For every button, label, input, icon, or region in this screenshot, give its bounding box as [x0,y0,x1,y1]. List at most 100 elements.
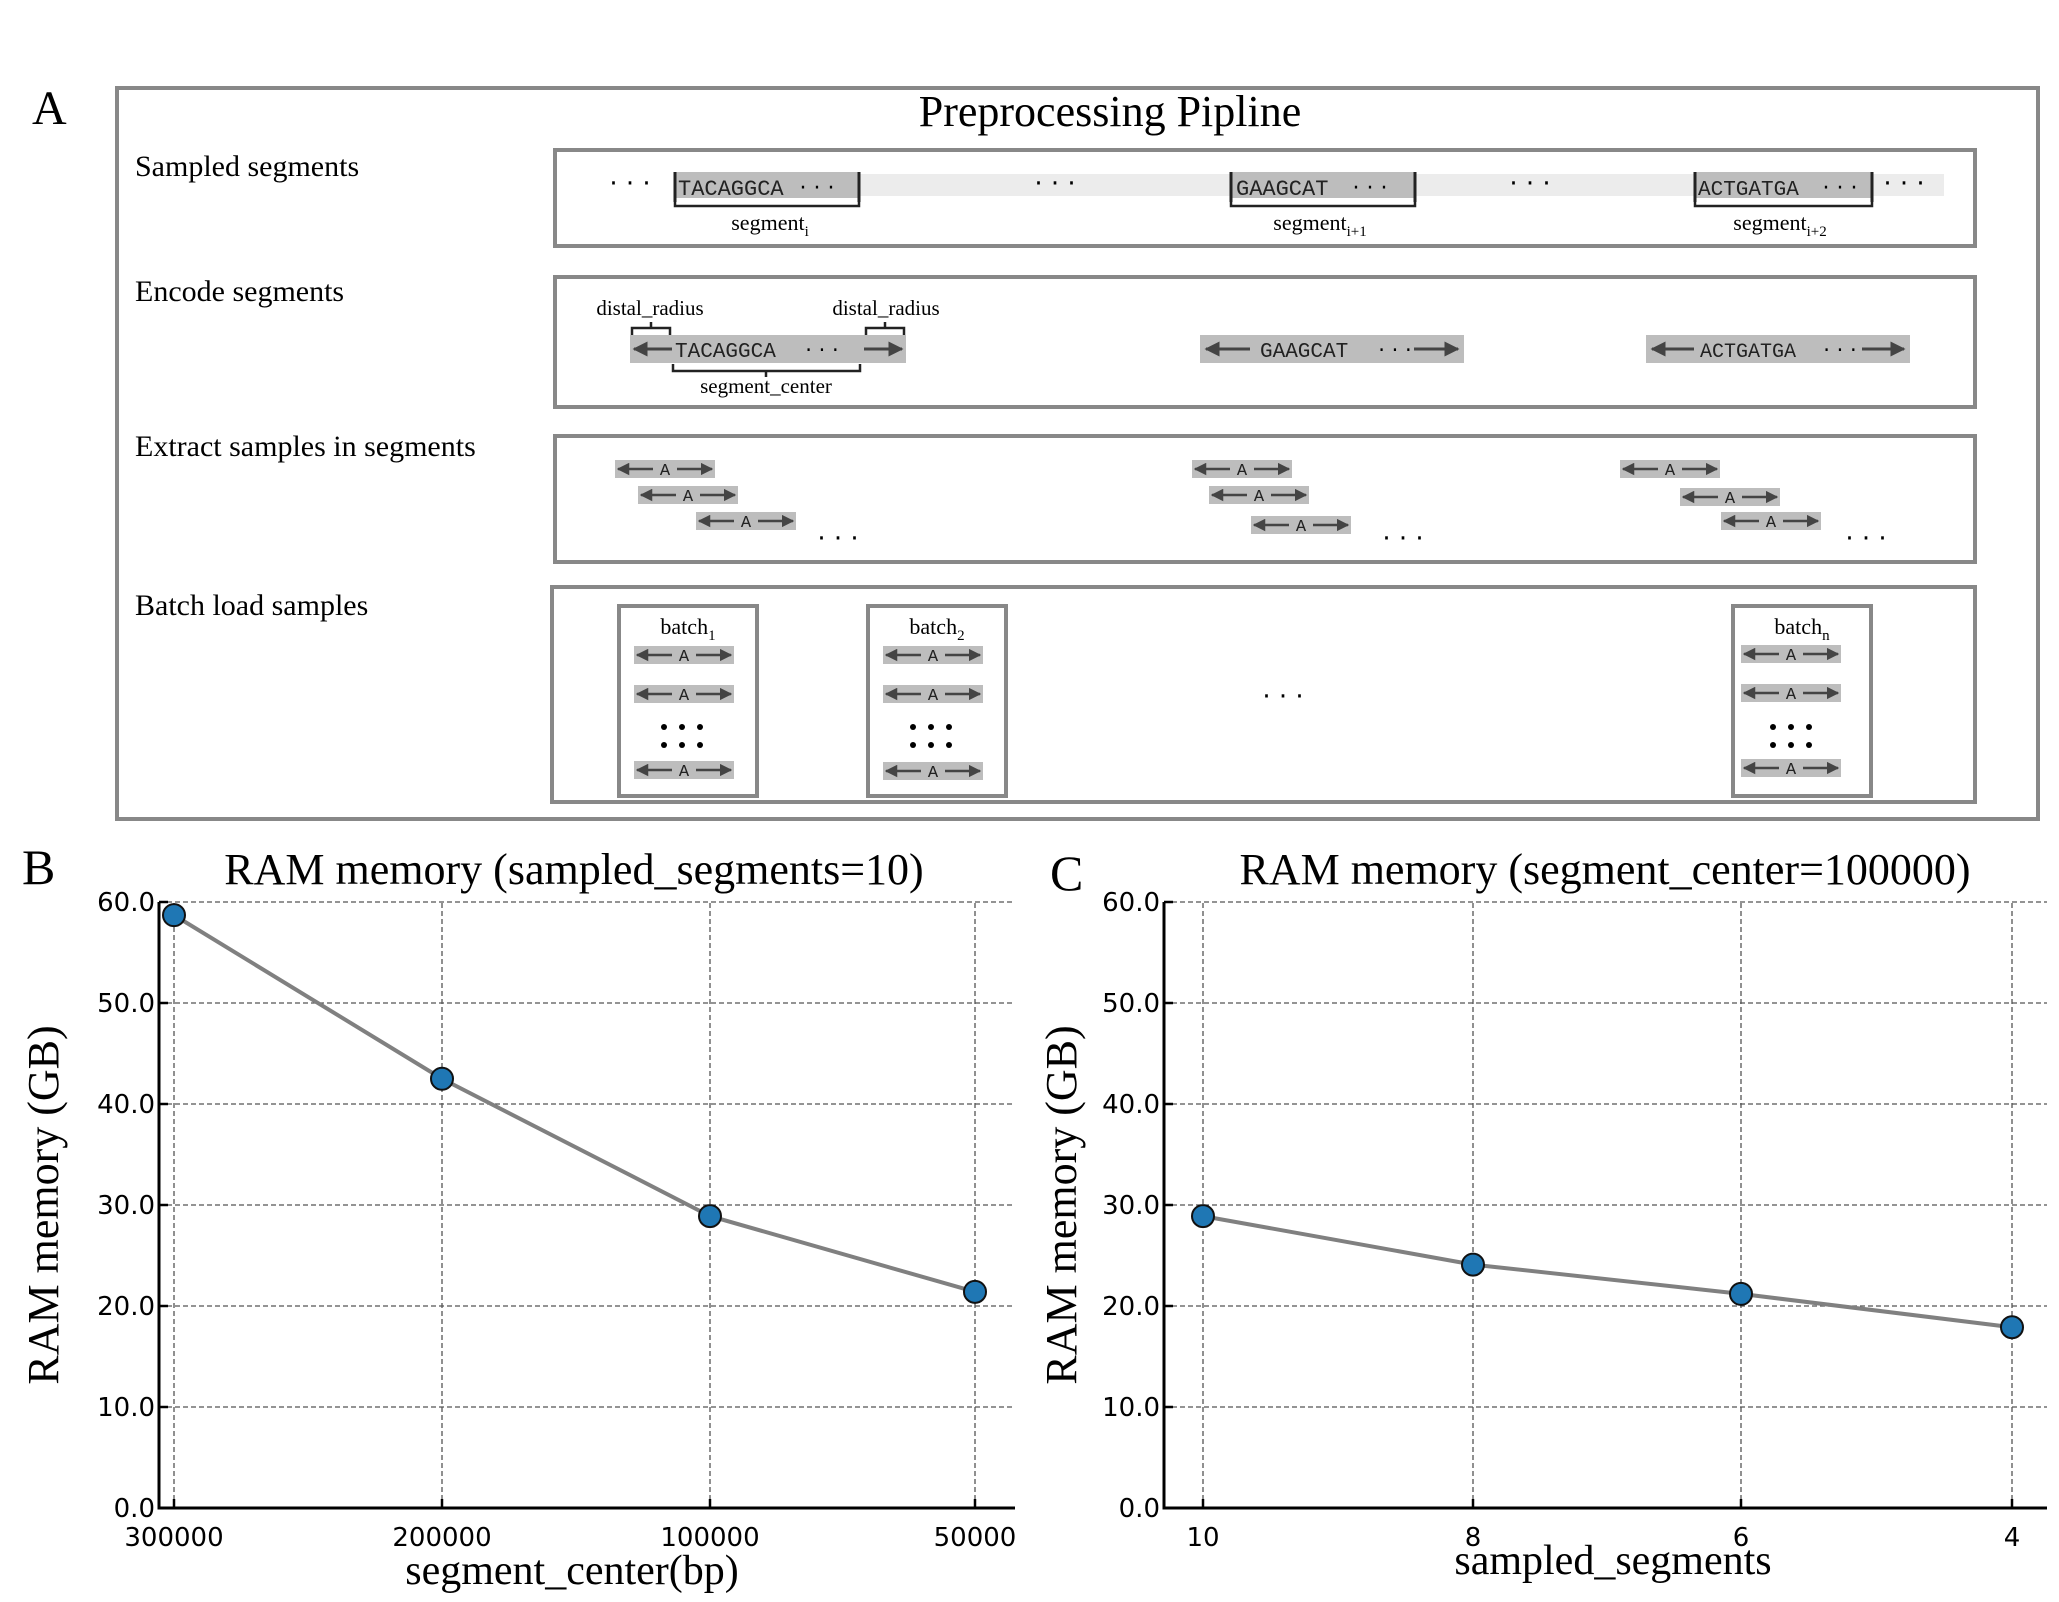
batch-label: batch2 [909,614,964,644]
ellipsis: · · · [1382,524,1423,554]
dot [1806,742,1812,748]
dot [1770,724,1776,730]
dot [679,742,685,748]
row-frame-sampled [553,148,1977,248]
batch-label: batchn [1774,614,1830,644]
y-tick-label: 10.0 [97,1393,155,1423]
ellipsis: · · · [1353,176,1388,201]
batch-box-1 [617,604,759,798]
ellipsis: · · · [800,176,835,201]
panel-a: A Preprocessing Pipline Sampled segments… [32,82,2040,821]
row-label-encode: Encode segments [135,275,344,308]
sample-base: A [1237,462,1248,481]
x-tick-label: 4 [2004,1523,2021,1553]
distal-radius-label: distal_radius [832,296,939,320]
dot [1788,724,1794,730]
batch-vertical-ellipsis [661,724,1812,748]
sample-base: A [679,763,690,782]
panel-a-label: A [32,82,67,135]
segment-sequence: TACAGGCA [675,341,776,364]
chart-b-series-line [172,913,976,1294]
chart-c-x-ticks: 10 8 6 4 [1186,1499,2020,1553]
data-point [1461,1252,1485,1277]
sample-base: A [1786,686,1797,705]
sample-base: A [1725,490,1736,509]
chart-c-title: RAM memory (segment_center=100000) [1239,845,1970,894]
distal-radius-bracket [864,322,906,336]
chart-c-points [1191,1204,2024,1340]
panel-b-label: B [22,839,55,895]
data-point [430,1066,454,1091]
sample-base: A [741,514,752,533]
x-tick-label: 8 [1465,1523,1482,1553]
chart-c-series-line [1202,1214,2013,1330]
row-frame-extract [553,434,1977,564]
sample-pill: A [634,646,734,667]
sample-base: A [1766,514,1777,533]
chart-b-y-ticks: 0.0 10.0 20.0 30.0 40.0 50.0 60.0 [97,888,168,1524]
x-tick-label: 100000 [660,1523,759,1553]
sample-base: A [1665,462,1676,481]
data-point [963,1279,987,1304]
segment-center-bracket [671,364,862,377]
segment-i: TACAGGCA · · · segmenti [673,172,861,240]
y-tick-label: 20.0 [1102,1292,1160,1322]
chart-b-ylabel: RAM memory (GB) [19,1025,68,1384]
chart-b-points [162,903,987,1304]
y-tick-label: 10.0 [1102,1393,1160,1423]
ellipsis: · · · [1262,682,1303,712]
x-tick-label: 200000 [392,1523,491,1553]
data-point [1191,1204,1215,1229]
sample-pill: A [1741,684,1841,705]
segment-sequence: GAAGCAT [1236,177,1328,202]
sample-base: A [1786,647,1797,666]
segment-label: segmenti [731,210,809,240]
sample-pill: A [634,685,734,706]
sample-pill: A [1741,759,1841,780]
panel-c: C RAM memory (segment_center=100000) 0.0… [1037,845,2047,1584]
dot [946,742,952,748]
segment-highlight [1230,172,1415,198]
batch-box-n [1731,604,1873,798]
dot [661,742,667,748]
x-tick-label: 50000 [934,1523,1017,1553]
y-tick-label: 40.0 [1102,1090,1160,1120]
dot [697,742,703,748]
chart-b-x-ticks: 300000 200000 100000 50000 [124,1499,1016,1553]
row-label-batch: Batch load samples [135,589,368,622]
sample-pill: A [638,486,738,507]
sample-pill: A [615,460,715,481]
sample-base: A [679,648,690,667]
segment-label: segmenti+2 [1733,210,1826,240]
segment-sequence: ACTGATGA [1700,341,1796,364]
panel-b: B RAM memory (sampled_segments=10) 0.0 10… [19,839,1016,1594]
x-tick-label: 300000 [124,1523,223,1553]
segment-sequence: ACTGATGA [1698,179,1799,202]
chart-c-ylabel: RAM memory (GB) [1037,1025,1086,1384]
sample-base: A [679,687,690,706]
chart-c-grid [1164,901,2047,1508]
segment-highlight [1694,172,1872,198]
ellipsis: · · · [1034,169,1075,199]
encode-segments: distal_radius distal_radius TACAGGCA · ·… [596,296,1910,398]
sample-pill: A [883,762,983,783]
sample-pill: A [1192,460,1292,481]
segment-label: segmenti+1 [1273,210,1366,240]
y-tick-label: 0.0 [114,1494,155,1524]
row-label-sampled: Sampled segments [135,150,359,183]
row-frame-batch [550,585,1977,804]
dot [1770,742,1776,748]
data-point [2000,1315,2024,1340]
segment-highlight [674,172,859,198]
dot [1788,742,1794,748]
sample-pill: A [1721,512,1821,533]
ellipsis: · · · [1378,338,1411,362]
data-point [1729,1281,1753,1306]
distal-radius-label: distal_radius [596,296,703,320]
ellipsis: · · · [1823,176,1858,201]
distal-radius-bracket [630,322,672,336]
chart-b-grid [159,901,1015,1508]
ellipsis: · · · [805,338,838,362]
x-tick-label: 10 [1186,1523,1219,1553]
